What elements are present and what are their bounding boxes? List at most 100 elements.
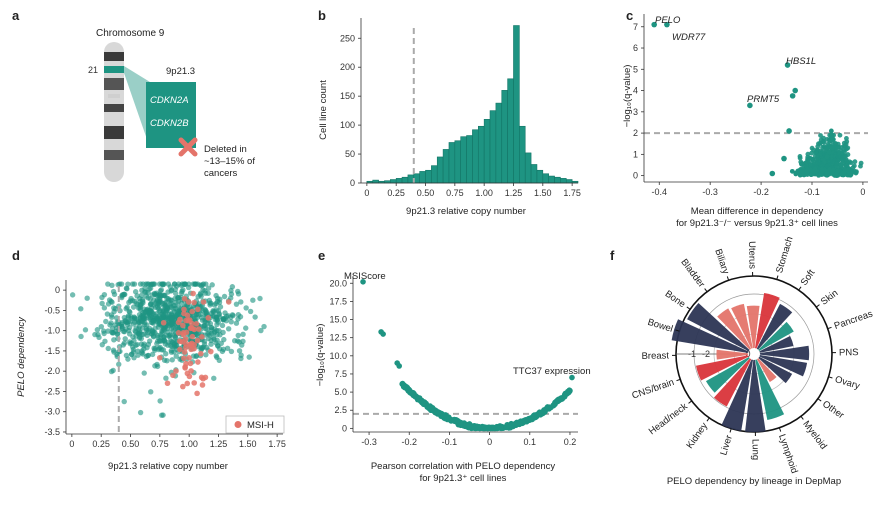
c-point [818, 133, 823, 138]
d-point-other [122, 336, 128, 342]
c-ylabel: −log₁₀(q-value) [622, 65, 633, 128]
d-point-msih [183, 360, 189, 367]
d-point-other [78, 306, 84, 312]
d-point-other [111, 337, 117, 343]
d-point-msih [189, 320, 195, 327]
d-point-other [157, 398, 163, 404]
d-point-msih [190, 290, 196, 297]
d-point-other [160, 347, 167, 353]
d-xtick-label-6: 1.50 [239, 439, 257, 449]
f-category-label-12: Head/neck [647, 401, 690, 437]
f-ring-tick-18 [726, 276, 730, 281]
d-point-other [261, 323, 267, 330]
d-ytick-label-7: -3.5 [44, 427, 60, 437]
d-point-other [163, 308, 170, 314]
panel-letter-b: b [318, 8, 326, 23]
d-xlabel: 9p21.3 relative copy number [108, 461, 228, 472]
d-point-other [135, 352, 141, 358]
d-point-msih [186, 355, 192, 361]
d-point-other [171, 341, 178, 347]
c-point [824, 154, 830, 159]
panel-letter-f: f [610, 248, 615, 263]
b-xtick-label-6: 1.50 [534, 188, 552, 198]
d-point-other [78, 333, 84, 340]
d-point-other [160, 412, 166, 418]
d-point-other [165, 281, 172, 287]
b-xtick-label-0: 0 [364, 188, 369, 198]
d-point-other [106, 297, 113, 303]
d-point-other [69, 292, 76, 298]
d-point-other [257, 295, 263, 302]
d-point-other [147, 314, 154, 321]
d-point-other [220, 329, 226, 336]
c-point [828, 128, 834, 134]
d-point-other [247, 308, 254, 315]
d-point-msih [173, 368, 179, 374]
c-hit-point-9 [799, 161, 805, 167]
d-point-other [168, 326, 175, 332]
panel-letter-e: e [318, 248, 326, 263]
c-ytick-label-5: 5 [633, 64, 638, 74]
d-point-other [121, 398, 127, 405]
d-point-msih [170, 372, 176, 379]
d-point-other [204, 326, 210, 332]
c-point [830, 137, 836, 142]
c-point [811, 168, 817, 174]
d-point-msih [195, 306, 201, 313]
f-category-label-14: Breast [641, 350, 669, 361]
f-ring-tick-10 [729, 428, 732, 433]
c-ytick-label-3: 3 [633, 107, 638, 117]
d-point-other [238, 355, 244, 362]
d-point-msih [177, 346, 183, 353]
d-point-other [236, 348, 243, 354]
c-point [822, 159, 828, 164]
d-point-msih [208, 348, 214, 355]
d-point-other [235, 291, 242, 297]
c-hit-point-1 [664, 21, 670, 28]
d-point-other [109, 282, 115, 288]
c-point [830, 150, 836, 155]
d-point-other [152, 363, 158, 369]
deletion-cross-icon [178, 137, 198, 157]
d-point-msih [191, 299, 197, 306]
d-point-other [129, 315, 135, 322]
d-point-other [148, 389, 154, 395]
d-point-other [195, 293, 201, 300]
d-point-other [208, 341, 214, 347]
d-point-other [209, 282, 215, 288]
c-point [789, 168, 795, 174]
c-point [805, 167, 810, 172]
d-point-other [161, 337, 167, 343]
f-category-label-0: Stomach [774, 235, 795, 274]
chromosome-title: Chromosome 9 [96, 28, 165, 39]
panel-letter-c: c [626, 8, 634, 23]
d-point-other [171, 281, 178, 287]
d-point-other [252, 314, 258, 320]
f-ring-tick-5 [828, 376, 833, 379]
c-point [852, 159, 858, 165]
d-point-other [121, 340, 128, 346]
d-point-other [206, 332, 213, 338]
b-ylabel: Cell line count [318, 80, 329, 140]
d-point-other [218, 340, 224, 347]
d-point-other [211, 308, 218, 315]
d-point-msih [191, 380, 198, 386]
d-point-msih [186, 373, 193, 380]
d-point-other [229, 284, 236, 290]
d-point-other [228, 319, 234, 325]
d-point-other [150, 318, 157, 324]
d-point-other [167, 315, 173, 321]
d-point-other [128, 351, 135, 358]
d-ytick-label-1: -0.5 [44, 305, 60, 315]
d-point-msih [181, 306, 187, 313]
d-point-other [215, 319, 221, 325]
f-ring-tick-11 [706, 417, 710, 422]
f-category-label-5: Ovary [834, 374, 862, 392]
d-point-other [233, 320, 240, 326]
d-point-msih [188, 346, 194, 353]
c-xtick-label-0: -0.4 [652, 187, 668, 197]
c-hit-point-0 [651, 21, 657, 28]
f-category-label-8: Lymphoid [776, 433, 800, 475]
